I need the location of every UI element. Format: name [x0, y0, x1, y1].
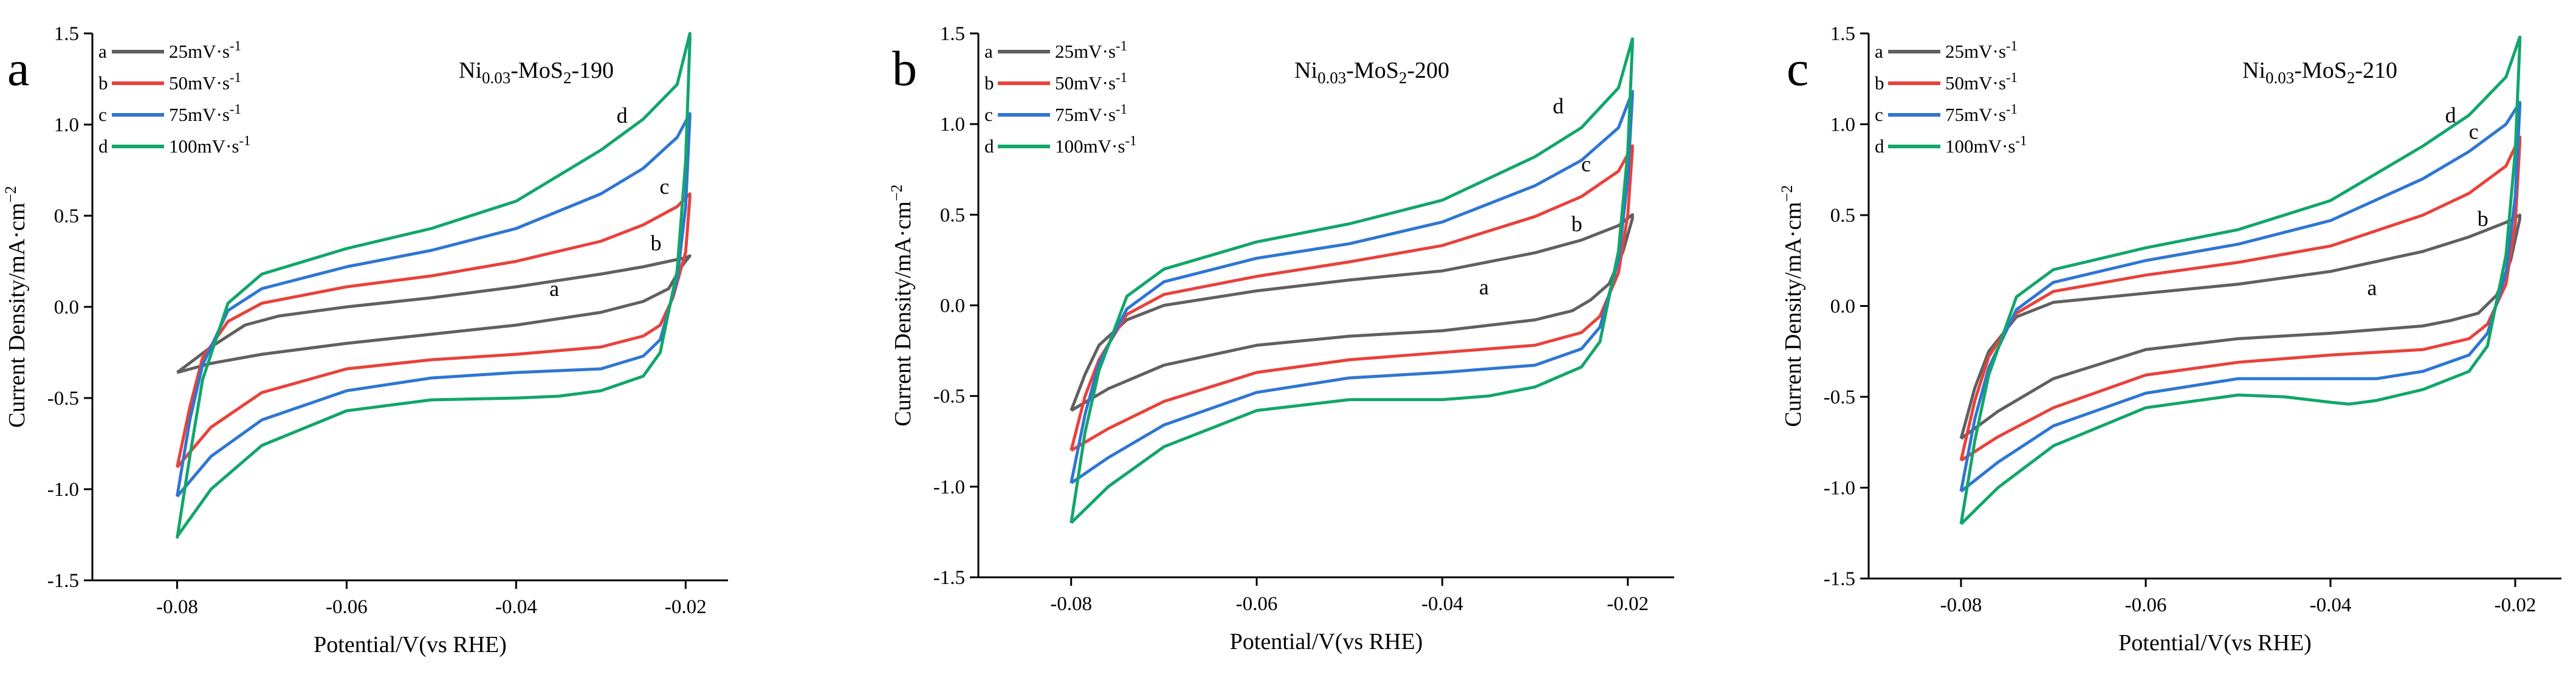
series-line-d	[1959, 35, 2522, 526]
y-axis-title: Current Density/mA·cm−2	[888, 184, 916, 426]
legend-letter: a	[98, 41, 107, 62]
legend-letter: d	[984, 136, 994, 157]
y-tick-label: -1.5	[47, 570, 79, 592]
y-tick-label: 1.5	[940, 23, 965, 45]
curve-label-a: a	[549, 276, 559, 301]
y-tick-label: 1.0	[940, 114, 965, 136]
y-tick-label: 0.0	[1830, 296, 1855, 318]
chart-panel-c: -1.5 -1.0 -0.5 0.0 0.5 1.0 1.5 -0.08 -0.06 -0.04 -…	[1778, 23, 2561, 656]
legend-letter: c	[1875, 104, 1883, 125]
series-line-a	[176, 254, 692, 374]
legend-letter: b	[1875, 72, 1884, 94]
curve-label-d: d	[617, 103, 628, 128]
y-tick-label: 0.5	[940, 204, 965, 226]
legend-label: 75mV·s-1	[1945, 101, 2018, 125]
x-axis-title: Potential/V(vs RHE)	[2118, 630, 2312, 656]
chart-panel-b: -1.5 -1.0 -0.5 0.0 0.5 1.0 1.5 -0.08 -0.06 -0.04 -…	[888, 23, 1674, 654]
legend-letter: b	[98, 72, 108, 94]
x-tick-label: -0.06	[2125, 594, 2167, 616]
x-tick-label: -0.04	[1421, 593, 1463, 615]
x-axis-title: Potential/V(vs RHE)	[314, 632, 507, 658]
x-tick-label: -0.02	[665, 596, 707, 618]
y-tick-label: 1.5	[54, 23, 79, 45]
y-axis-title: Current Density/mA·cm−2	[1778, 185, 1806, 427]
legend-label: 75mV·s-1	[169, 101, 241, 125]
series-line-b	[1959, 135, 2522, 462]
legend-letter: d	[1875, 136, 1884, 157]
x-tick-label: -0.06	[1236, 593, 1278, 615]
legend-label: 50mV·s-1	[1945, 70, 2018, 94]
x-tick-label: -0.02	[1607, 593, 1649, 615]
legend-letter: c	[98, 104, 107, 125]
panel-letter: c	[1787, 41, 1808, 96]
y-tick-label: -1.0	[47, 479, 79, 501]
y-tick-label: 1.0	[54, 114, 79, 136]
y-tick-label: 0.0	[940, 295, 965, 317]
y-tick-label: 1.0	[1830, 114, 1855, 136]
curve-label-a: a	[2367, 276, 2377, 300]
legend-letter: d	[98, 136, 108, 157]
legend-letter: b	[984, 72, 994, 94]
series-line-c	[1959, 101, 2522, 493]
x-tick-label: -0.04	[2310, 594, 2352, 616]
legend-label: 25mV·s-1	[169, 38, 241, 62]
x-tick-label: -0.04	[495, 596, 537, 618]
series-line-d	[1070, 37, 1634, 524]
curve-label-b: b	[650, 231, 661, 255]
x-axis-title: Potential/V(vs RHE)	[1230, 629, 1423, 654]
y-tick-label: 0.0	[54, 297, 79, 318]
series-line-a	[1070, 213, 1634, 412]
legend-label: 25mV·s-1	[1945, 38, 2018, 62]
legend-label: 100mV·s-1	[169, 133, 251, 157]
series-line-a	[1959, 213, 2522, 440]
chart-panel-a: -1.5 -1.0 -0.5 0.0 0.5 1.0 1.5 -0.08 -0.06 -0.04 -…	[2, 23, 728, 658]
curve-label-a: a	[1479, 275, 1489, 300]
y-tick-label: 0.5	[54, 205, 79, 227]
y-tick-label: 1.5	[1830, 23, 1855, 45]
series-line-b	[1070, 144, 1634, 452]
curve-label-b: b	[2478, 207, 2488, 231]
legend-label: 25mV·s-1	[1055, 38, 1127, 62]
legend-letter: a	[1875, 41, 1883, 62]
y-axis-title: Current Density/mA·cm−2	[2, 186, 30, 428]
series-line-c	[176, 112, 692, 498]
y-tick-label: -0.5	[933, 386, 965, 408]
y-tick-label: -0.5	[1824, 386, 1855, 408]
legend-label: 100mV·s-1	[1945, 133, 2027, 157]
y-tick-label: 0.5	[1830, 205, 1855, 227]
plot-title: Ni0.03-MoS2-200	[1294, 58, 1449, 87]
series-line-b	[176, 192, 692, 469]
curve-label-d: d	[1553, 94, 1564, 118]
y-tick-label: -0.5	[47, 388, 79, 410]
x-tick-label: -0.08	[1940, 594, 1982, 616]
legend-label: 50mV·s-1	[169, 70, 241, 94]
panel-letter: b	[892, 41, 917, 96]
legend-label: 50mV·s-1	[1055, 70, 1127, 94]
plot-title: Ni0.03-MoS2-210	[2242, 58, 2397, 87]
curve-label-d: d	[2445, 103, 2456, 128]
legend-label: 100mV·s-1	[1055, 133, 1137, 157]
curve-label-c: c	[1581, 152, 1591, 176]
y-tick-label: -1.0	[1824, 478, 1855, 500]
x-tick-label: -0.08	[1050, 593, 1092, 615]
panel-letter: a	[7, 41, 29, 96]
legend-letter: c	[984, 104, 993, 125]
x-tick-label: -0.06	[326, 596, 368, 618]
plot-title: Ni0.03-MoS2-190	[459, 58, 614, 87]
series-line-c	[1070, 89, 1634, 484]
curve-label-b: b	[1571, 211, 1582, 236]
curve-label-c: c	[2469, 119, 2479, 143]
series-line-d	[175, 32, 692, 539]
curve-label-c: c	[659, 174, 669, 199]
y-tick-label: -1.5	[1824, 568, 1855, 590]
legend-letter: a	[984, 41, 993, 62]
x-tick-label: -0.08	[156, 596, 198, 618]
x-tick-label: -0.02	[2495, 594, 2537, 616]
y-tick-label: -1.5	[933, 567, 965, 589]
legend-label: 75mV·s-1	[1055, 101, 1127, 125]
y-tick-label: -1.0	[933, 476, 965, 498]
